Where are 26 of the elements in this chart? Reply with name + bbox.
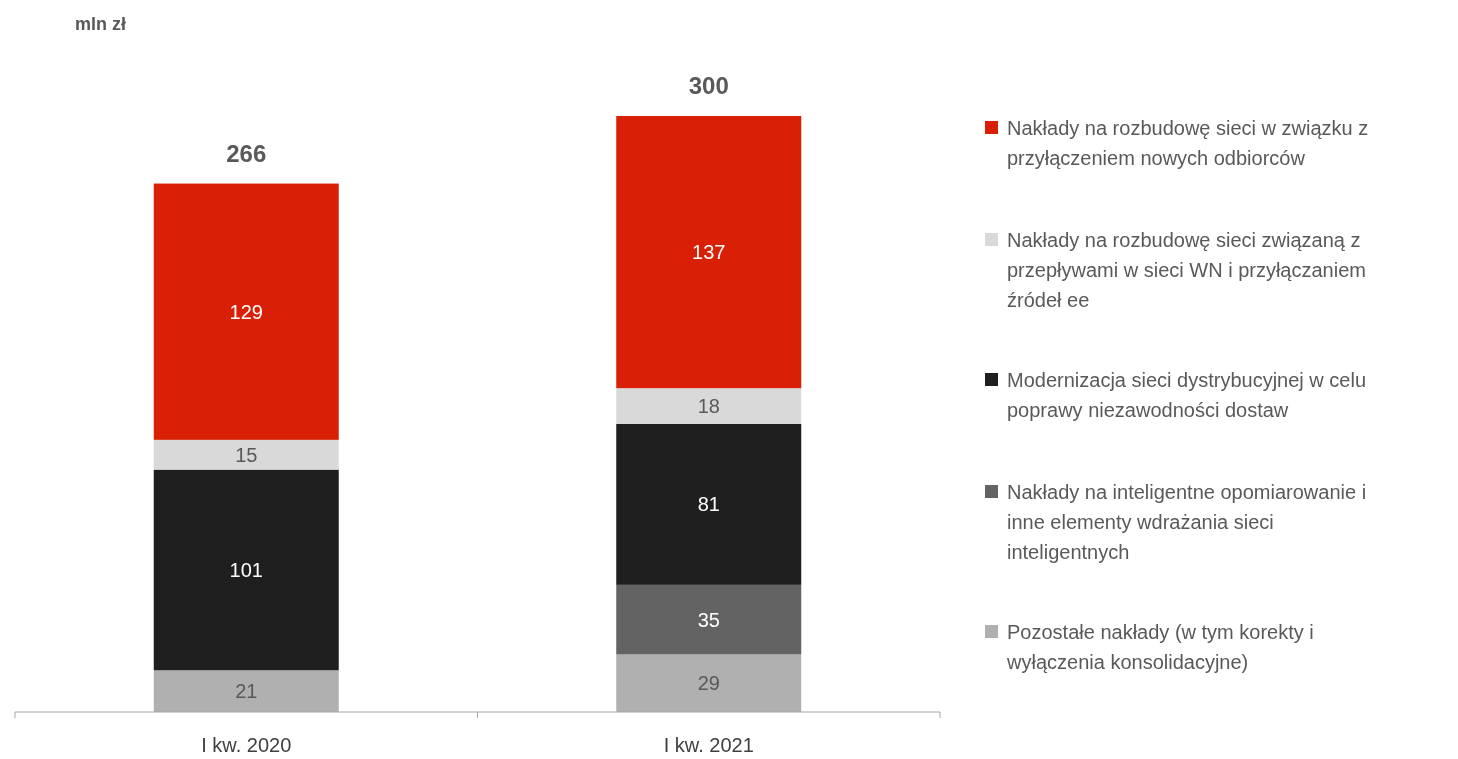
total-label: 266	[226, 139, 267, 167]
data-label: 137	[692, 241, 726, 264]
data-label: 35	[697, 608, 720, 631]
legend-label: Nakłady na rozbudowę sieci związaną z przepływami w sieci WN i przyłączaniem źródeł ee	[1007, 229, 1366, 311]
data-label: 81	[697, 493, 720, 516]
y-axis-title: mln zł	[75, 14, 127, 34]
x-tick-label: I kw. 2020	[201, 734, 292, 756]
data-label: 129	[229, 300, 263, 323]
legend-label: Modernizacja sieci dystrybucyjnej w celu poprawy niezawodności dostaw	[1007, 369, 1367, 421]
bar	[153, 469, 339, 671]
bar	[616, 584, 802, 655]
legend-label: Nakłady na inteligentne opomiarowanie i inne elementy wdrażania sieci inteligentnych	[1007, 481, 1367, 563]
data-label: 18	[697, 395, 720, 418]
legend-label: Pozostałe nakłady (w tym korekty i wyłączenia konsolidacyjne)	[1006, 621, 1314, 673]
bar	[153, 439, 339, 470]
bar	[153, 183, 339, 440]
bar	[616, 423, 802, 585]
data-label: 101	[229, 558, 263, 581]
data-label: 21	[235, 680, 258, 703]
bar	[616, 116, 802, 389]
data-label: 15	[235, 443, 258, 466]
bar	[616, 388, 802, 424]
x-tick-label: I kw. 2021	[663, 734, 754, 756]
total-label: 300	[688, 72, 729, 99]
legend-label: Nakłady na rozbudowę sieci w związku z przyłączeniem nowych odbiorców	[1007, 117, 1369, 169]
data-label: 29	[697, 672, 720, 695]
